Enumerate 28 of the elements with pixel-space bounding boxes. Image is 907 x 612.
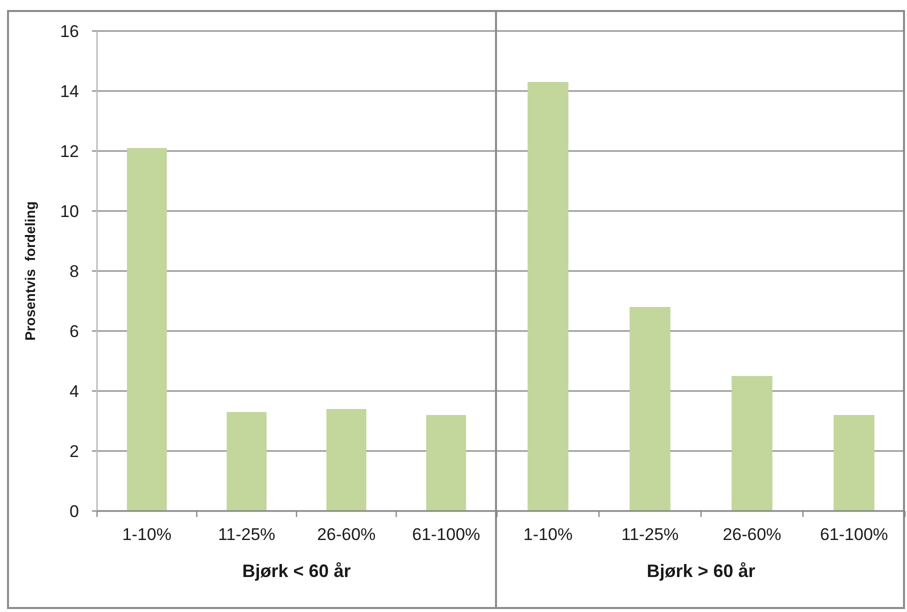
x-tick-label: 26-60% bbox=[317, 525, 376, 544]
y-tick-label: 14 bbox=[60, 82, 79, 101]
bar bbox=[732, 376, 772, 511]
bar bbox=[630, 307, 670, 511]
x-tick-label: 11-25% bbox=[218, 525, 276, 544]
bar bbox=[326, 409, 366, 511]
bar bbox=[126, 148, 167, 511]
bar bbox=[834, 415, 874, 511]
bar bbox=[426, 415, 466, 511]
bar bbox=[528, 82, 568, 511]
x-tick-label: 61-100% bbox=[820, 525, 888, 544]
x-tick-label: 61-100% bbox=[412, 525, 480, 544]
x-tick-label: 11-25% bbox=[621, 525, 679, 544]
y-tick-label: 0 bbox=[70, 502, 79, 521]
bar bbox=[226, 412, 267, 511]
y-tick-label: 4 bbox=[70, 382, 79, 401]
x-axis-title: Bjørk > 60 år bbox=[646, 561, 756, 581]
x-tick-label: 1-10% bbox=[523, 525, 573, 544]
x-axis-title: Bjørk < 60 år bbox=[242, 561, 351, 581]
y-tick-label: 8 bbox=[70, 262, 79, 281]
y-tick-label: 6 bbox=[70, 322, 79, 341]
y-tick-label: 12 bbox=[60, 142, 79, 161]
x-tick-label: 1-10% bbox=[122, 525, 172, 544]
y-tick-label: 10 bbox=[60, 202, 79, 221]
x-tick-label: 26-60% bbox=[722, 525, 782, 544]
y-tick-label: 16 bbox=[60, 22, 79, 41]
y-tick-label: 2 bbox=[70, 442, 79, 461]
y-axis-title: Prosentvis fordeling bbox=[22, 201, 38, 341]
